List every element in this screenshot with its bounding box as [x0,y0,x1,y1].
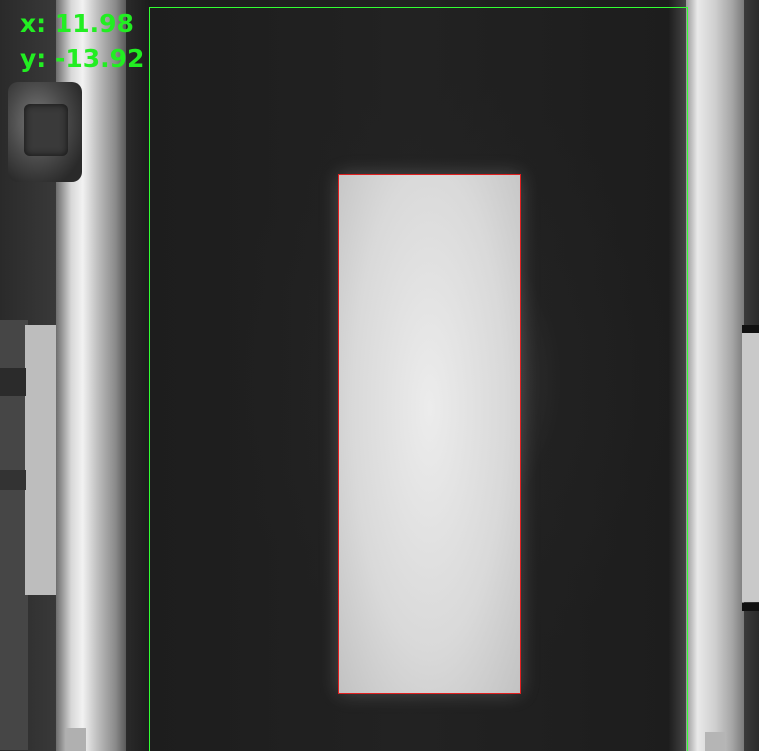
left-light-panel [25,325,57,595]
right-panel-slot [742,325,759,333]
y-coordinate-readout: y: -13.92 [20,44,145,73]
x-coordinate-readout: x: 11.98 [20,9,134,38]
right-guide-rail [686,0,744,751]
left-panel-stripe [0,470,26,490]
workpiece [339,175,520,693]
right-rail-shadow [668,0,688,751]
left-bottom-tab [66,728,86,751]
right-panel-slot [742,603,759,611]
right-light-panel [742,330,759,602]
detection-bounding-box [338,174,521,694]
sensor-lens [24,104,68,156]
left-panel-stripe [0,368,26,396]
left-rail-shadow [126,0,150,751]
region-of-interest-box [149,7,688,751]
right-bottom-tab [705,732,725,751]
